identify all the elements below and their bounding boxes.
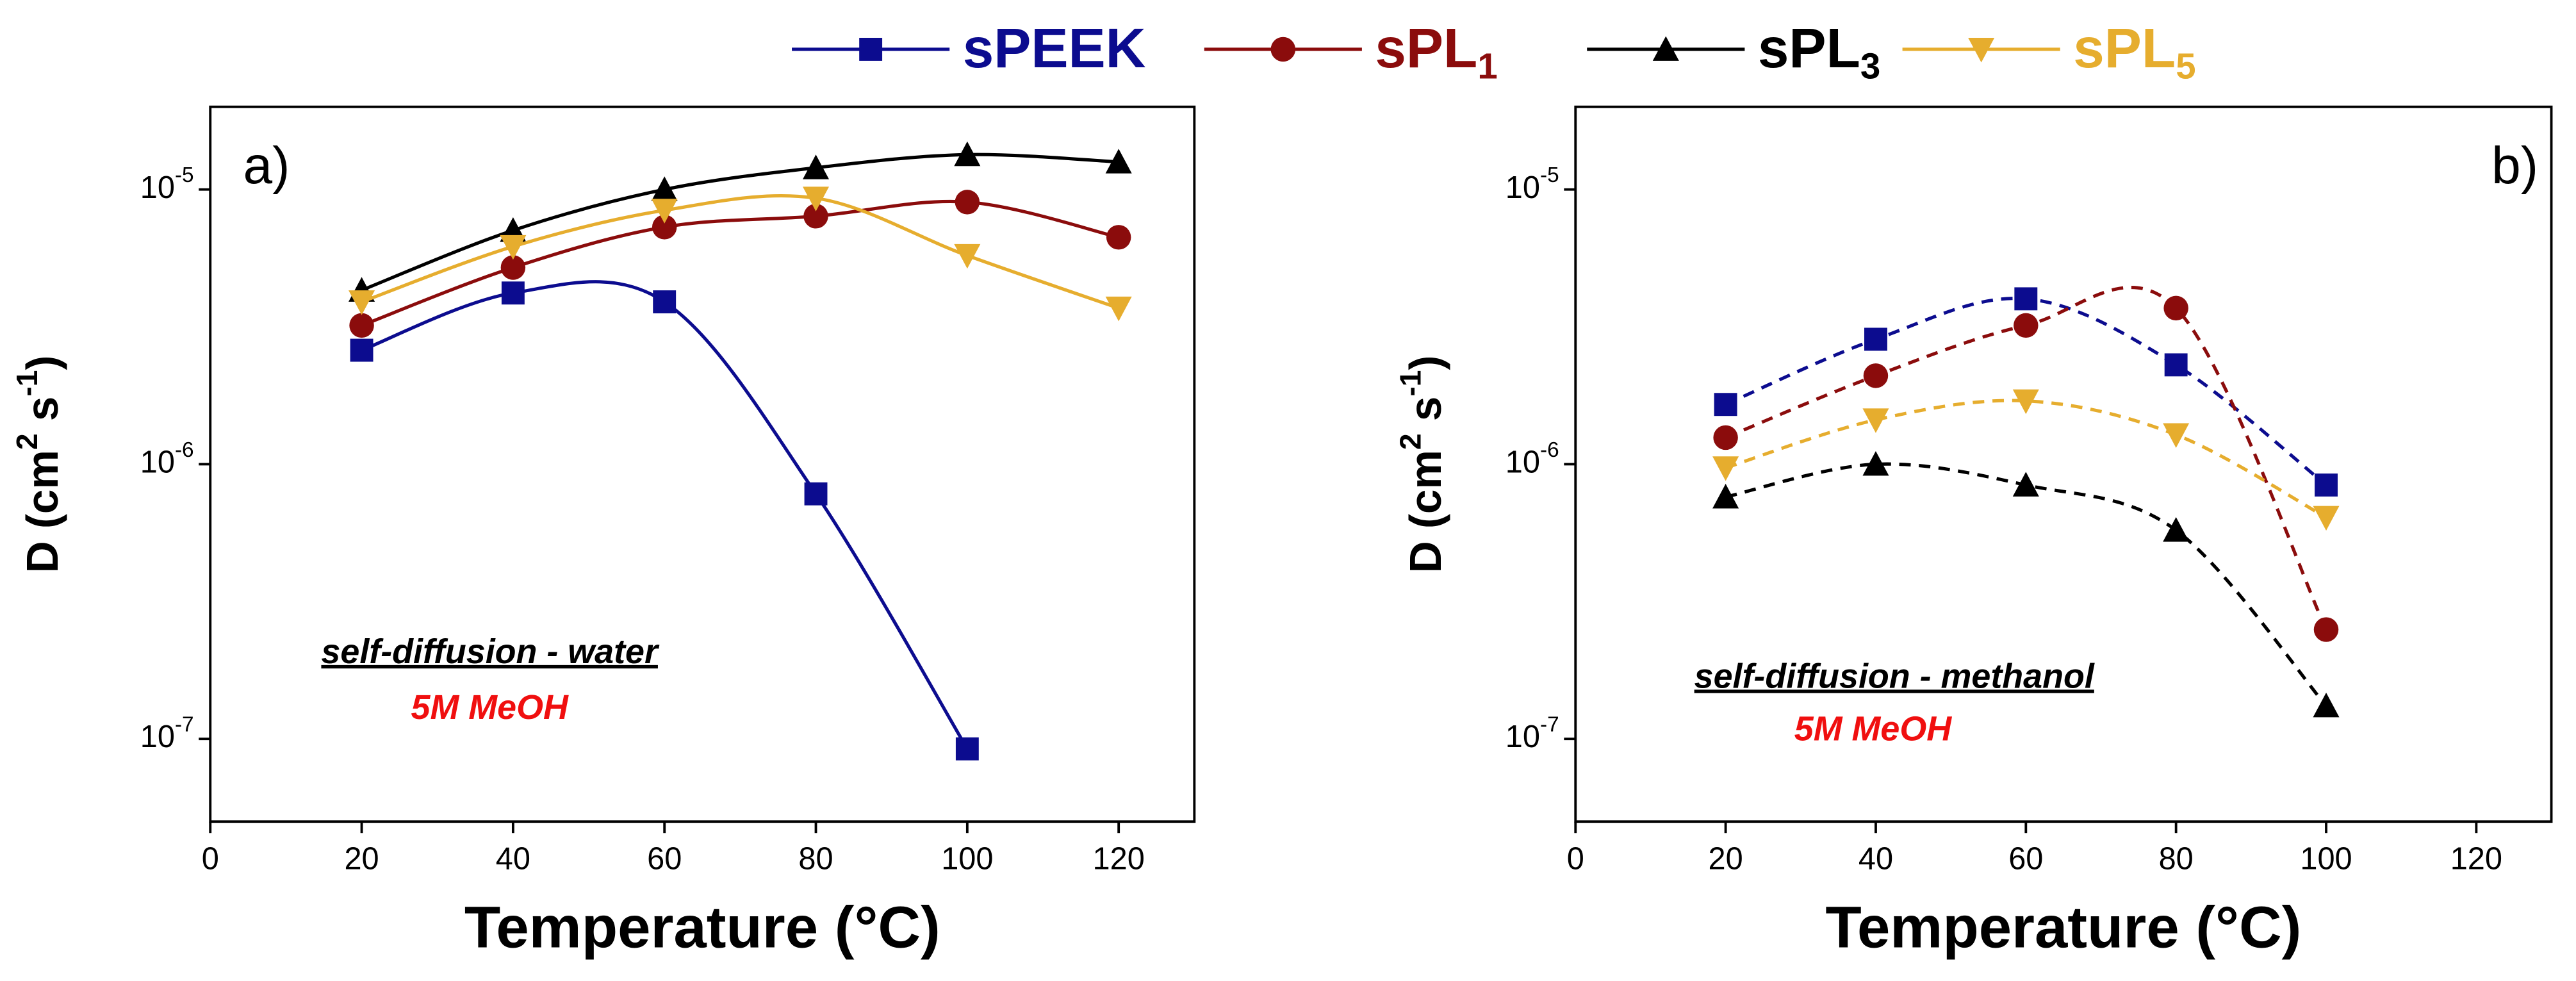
- y-tick-label: 10-5: [140, 163, 194, 205]
- x-tick-label: 20: [344, 842, 379, 877]
- x-axis-label: Temperature (°C): [464, 893, 940, 960]
- x-tick-label: 80: [798, 842, 833, 877]
- condition: 5M MeOH: [1794, 709, 1952, 748]
- data-point: [1105, 296, 1132, 322]
- y-axis-label: D (cm2 s-1): [1394, 356, 1451, 573]
- plot-frame: [209, 105, 1196, 823]
- data-point: [1712, 484, 1739, 509]
- x-tick-label: 0: [202, 842, 219, 877]
- data-point: [955, 190, 980, 215]
- legend-marker: [1968, 38, 1995, 63]
- series-line: [361, 194, 1120, 310]
- legend-label: sPL1: [1375, 17, 1497, 87]
- y-axis-label: D (cm2 s-1): [10, 356, 67, 573]
- data-point: [1714, 393, 1737, 416]
- data-point: [349, 290, 375, 315]
- data-point: [1862, 408, 1889, 433]
- x-tick-label: 20: [1709, 842, 1743, 877]
- x-tick-label: 0: [1567, 842, 1584, 877]
- legend-marker: [1270, 37, 1296, 62]
- data-point: [2313, 506, 2340, 531]
- y-tick-label: 10-6: [140, 438, 194, 480]
- data-point: [651, 176, 678, 201]
- annotation: self-diffusion - methanol: [1694, 657, 2095, 695]
- series-line: [1725, 462, 2327, 707]
- data-point: [2163, 423, 2190, 449]
- condition: 5M MeOH: [411, 688, 569, 727]
- y-tick-label: 10-7: [140, 713, 194, 754]
- data-point: [803, 154, 830, 179]
- data-point: [653, 290, 677, 314]
- data-point: [651, 199, 678, 224]
- legend-marker: [1652, 36, 1679, 61]
- data-point: [652, 215, 677, 240]
- data-point: [1862, 450, 1889, 476]
- x-tick-label: 80: [2159, 842, 2194, 877]
- legend-marker: [859, 38, 883, 61]
- data-point: [2315, 473, 2338, 497]
- legend-label: sPL5: [2073, 17, 2195, 87]
- data-point: [501, 281, 525, 305]
- data-point: [349, 313, 374, 338]
- series-line: [361, 280, 969, 750]
- panel-label: b): [2491, 136, 2538, 195]
- data-point: [350, 338, 373, 362]
- data-point: [2012, 472, 2039, 497]
- data-point: [2014, 287, 2038, 311]
- data-point: [1105, 149, 1132, 174]
- x-tick-label: 120: [2450, 842, 2502, 877]
- data-point: [1712, 456, 1739, 481]
- data-point: [804, 482, 828, 506]
- data-point: [803, 186, 830, 211]
- data-point: [954, 141, 981, 167]
- data-point: [1713, 425, 1738, 450]
- x-tick-label: 40: [1858, 842, 1893, 877]
- legend-label: sPL3: [1758, 17, 1880, 87]
- data-point: [803, 204, 828, 229]
- x-tick-label: 120: [1093, 842, 1145, 877]
- data-point: [500, 255, 526, 280]
- series-line: [361, 199, 1119, 327]
- data-point: [2014, 313, 2039, 338]
- x-tick-label: 40: [496, 842, 530, 877]
- y-tick-label: 10-7: [1505, 713, 1559, 754]
- data-point: [2163, 295, 2188, 321]
- data-point: [1863, 363, 1889, 388]
- data-point: [2313, 692, 2340, 718]
- data-point: [2163, 516, 2190, 542]
- y-tick-label: 10-5: [1505, 163, 1559, 205]
- panel-label: a): [243, 136, 290, 195]
- data-point: [1106, 225, 1131, 250]
- series-line: [1725, 399, 2327, 519]
- data-point: [955, 737, 979, 761]
- annotation: self-diffusion - water: [321, 632, 660, 671]
- data-point: [500, 235, 527, 260]
- x-tick-label: 60: [647, 842, 682, 877]
- data-point: [2313, 617, 2339, 642]
- data-point: [1864, 327, 1887, 351]
- data-point: [2164, 353, 2188, 377]
- series-line: [361, 153, 1119, 292]
- x-tick-label: 60: [2008, 842, 2043, 877]
- legend-label: sPEEK: [963, 17, 1146, 79]
- x-tick-label: 100: [941, 842, 993, 877]
- x-tick-label: 100: [2300, 842, 2352, 877]
- data-point: [954, 243, 981, 269]
- data-point: [2012, 389, 2039, 415]
- series-line: [1725, 286, 2328, 631]
- y-tick-label: 10-6: [1505, 438, 1559, 480]
- x-axis-label: Temperature (°C): [1825, 893, 2301, 960]
